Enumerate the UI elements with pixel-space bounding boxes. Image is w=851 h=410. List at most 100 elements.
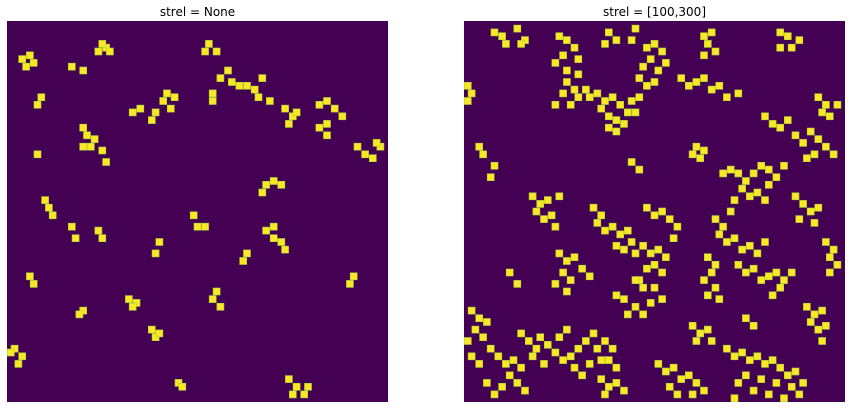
particle <box>810 150 819 159</box>
cluster-4 <box>700 28 720 60</box>
particle <box>631 249 640 258</box>
particle <box>692 78 701 86</box>
particle <box>608 93 617 101</box>
particle <box>734 89 743 98</box>
cluster-28 <box>464 306 495 368</box>
particle <box>639 62 647 71</box>
particle <box>555 32 564 40</box>
particle <box>98 146 107 155</box>
particle <box>75 310 84 319</box>
particle <box>715 81 724 90</box>
particle <box>151 249 160 258</box>
cluster-20 <box>791 192 823 227</box>
particle <box>555 192 564 201</box>
particle <box>353 142 362 151</box>
particle <box>772 173 781 181</box>
particle <box>635 165 644 174</box>
left-chart-title: strel = None <box>159 5 236 19</box>
particle <box>262 226 270 235</box>
particle <box>540 360 548 368</box>
cluster-10 <box>814 93 842 121</box>
particle <box>551 222 560 231</box>
particle <box>631 108 640 117</box>
particle <box>829 245 838 254</box>
particle <box>593 219 602 227</box>
cluster-26 <box>148 325 164 342</box>
particle <box>624 226 632 235</box>
particle <box>582 85 590 94</box>
cluster-17 <box>589 203 605 227</box>
particle <box>696 154 704 162</box>
particle <box>521 386 529 395</box>
particle <box>563 257 571 265</box>
particle <box>639 310 647 319</box>
particle <box>624 108 632 117</box>
particle <box>757 276 766 284</box>
particle <box>566 101 575 109</box>
particle <box>159 97 167 105</box>
particle <box>464 97 472 105</box>
particle <box>593 344 602 353</box>
particle <box>601 226 609 235</box>
particle <box>795 390 804 399</box>
particle <box>566 276 575 284</box>
particle <box>761 238 769 246</box>
particle <box>612 36 621 44</box>
particle <box>597 375 605 383</box>
particle <box>818 337 826 345</box>
particle <box>650 283 659 292</box>
cluster-6 <box>464 81 476 105</box>
particle <box>269 234 278 242</box>
cluster-12 <box>475 142 499 181</box>
particle <box>764 272 773 281</box>
cluster-25 <box>75 306 87 319</box>
particle <box>776 43 785 52</box>
cluster-35 <box>723 344 807 402</box>
particle <box>170 93 179 101</box>
particle <box>45 203 53 212</box>
particle <box>749 321 758 330</box>
cluster-34 <box>654 360 708 399</box>
cluster-4 <box>216 66 236 86</box>
particle <box>643 264 651 273</box>
particle <box>578 371 586 380</box>
particle <box>799 200 807 208</box>
particle <box>612 363 621 372</box>
particle <box>665 215 674 223</box>
particle <box>646 299 655 307</box>
particle <box>825 268 834 277</box>
particle <box>711 47 720 56</box>
particle <box>585 93 594 101</box>
particle <box>193 222 202 231</box>
particle <box>524 337 533 345</box>
particle <box>783 116 792 124</box>
particle <box>517 40 525 48</box>
particle <box>98 234 107 242</box>
particle <box>753 352 762 361</box>
particle <box>570 363 579 372</box>
particle <box>654 66 663 75</box>
cluster-23 <box>551 249 594 296</box>
particle <box>551 280 560 288</box>
particle <box>749 386 758 395</box>
particle <box>711 261 720 269</box>
particle <box>665 382 674 391</box>
particle <box>513 280 522 288</box>
particle <box>692 142 701 151</box>
particle <box>783 371 792 380</box>
particle <box>505 268 514 277</box>
particle <box>33 101 42 109</box>
particle <box>597 356 605 364</box>
particle <box>643 81 651 90</box>
particle <box>696 329 704 338</box>
particle <box>148 325 156 334</box>
particle <box>818 108 826 117</box>
particle <box>799 139 807 147</box>
particle <box>563 325 571 334</box>
particle <box>673 222 682 231</box>
particle <box>323 131 331 140</box>
cluster-30 <box>517 325 605 380</box>
particle <box>208 97 217 105</box>
particle <box>685 371 693 380</box>
particle <box>738 245 746 254</box>
